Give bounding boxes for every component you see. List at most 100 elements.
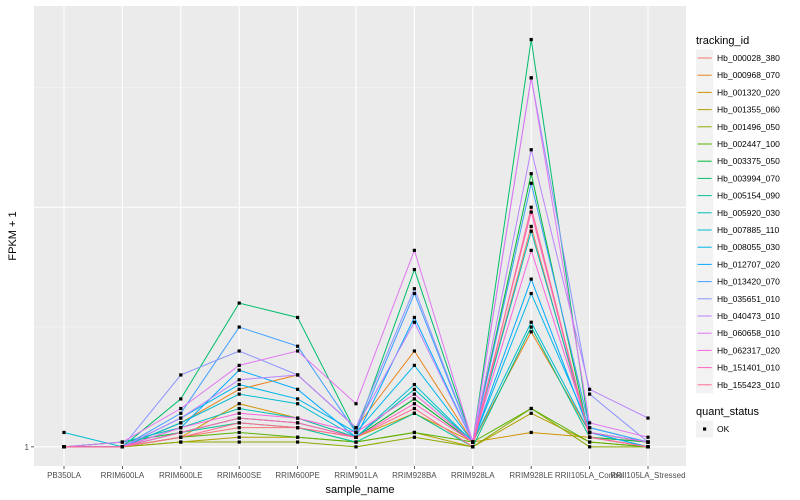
data-point (588, 426, 592, 430)
data-point (412, 402, 416, 406)
legend-entry: Hb_155423_010 (696, 376, 780, 394)
data-point (354, 402, 358, 406)
x-tick-label: RRIM600PE (275, 471, 319, 480)
data-point (179, 426, 183, 430)
shape-legend-title: quant_status (696, 406, 759, 418)
legend-label: Hb_008055_030 (717, 242, 780, 252)
data-point (296, 421, 300, 425)
data-point (471, 440, 475, 444)
data-point (412, 382, 416, 387)
legend-title: tracking_id (696, 35, 749, 47)
data-point (529, 224, 533, 229)
data-point (529, 320, 533, 324)
legend-label: Hb_062317_020 (717, 345, 780, 355)
data-point (179, 430, 183, 435)
data-point (412, 392, 416, 396)
data-point (412, 248, 416, 252)
data-point (296, 402, 300, 406)
shape-legend-entry: OK (696, 420, 730, 438)
legend-entry: Hb_003994_070 (696, 169, 780, 187)
x-tick-label: RRII105LA_Control (555, 471, 625, 480)
legend-label: Hb_013420_070 (717, 277, 780, 287)
data-point (237, 349, 241, 353)
data-point (646, 445, 650, 449)
data-point (529, 430, 533, 435)
data-point (529, 406, 533, 411)
legend-label: Hb_007885_110 (717, 225, 780, 235)
shape-legend-label: OK (717, 424, 730, 434)
data-point (237, 301, 241, 305)
legend-label: Hb_001496_050 (717, 122, 780, 132)
data-point (179, 397, 183, 401)
legend-entry: Hb_002447_100 (696, 135, 780, 153)
data-point (412, 435, 416, 439)
data-point (354, 435, 358, 439)
data-point (529, 172, 533, 176)
data-point (588, 435, 592, 439)
data-point (471, 445, 475, 449)
data-point (412, 363, 416, 367)
x-tick-label: RRIM600LA (101, 471, 145, 480)
legend-label: Hb_003994_070 (717, 173, 780, 183)
legend-entry: Hb_003375_050 (696, 152, 780, 170)
legend-entry: Hb_060658_010 (696, 324, 780, 342)
data-point (412, 406, 416, 411)
legend-label: Hb_002447_100 (717, 139, 780, 149)
legend-label: Hb_035651_010 (717, 294, 780, 304)
data-point (529, 205, 533, 209)
data-point (179, 411, 183, 415)
data-point (412, 349, 416, 353)
data-point (120, 445, 124, 449)
x-tick-label: PB350LA (47, 471, 81, 480)
data-point (237, 416, 241, 420)
data-point (179, 440, 183, 444)
legend-entry: Hb_005920_030 (696, 204, 780, 222)
data-point (296, 416, 300, 420)
data-point (354, 430, 358, 435)
data-point (179, 406, 183, 411)
data-point (296, 435, 300, 439)
legend-label: Hb_060658_010 (717, 328, 780, 338)
data-point (588, 440, 592, 444)
data-point (529, 76, 533, 80)
data-point (296, 387, 300, 391)
plot-panel (34, 6, 686, 466)
data-point (529, 325, 533, 329)
data-point (179, 435, 183, 439)
data-point (412, 287, 416, 291)
data-point (237, 368, 241, 372)
data-point (588, 387, 592, 391)
data-point (237, 382, 241, 387)
data-point (412, 315, 416, 320)
data-point (62, 430, 66, 435)
legend-label: Hb_005154_090 (717, 191, 780, 201)
x-tick-label: RRIM928LE (509, 471, 553, 480)
data-point (179, 373, 183, 377)
legend-entry: Hb_012707_020 (696, 255, 780, 273)
data-point (237, 435, 241, 439)
data-point (237, 392, 241, 396)
legend-entry: Hb_013420_070 (696, 273, 780, 291)
data-point (529, 148, 533, 152)
data-point (529, 248, 533, 252)
data-point (412, 397, 416, 401)
data-point (296, 344, 300, 348)
data-point (529, 229, 533, 233)
legend-entry: Hb_001320_020 (696, 83, 780, 101)
legend-label: Hb_000028_380 (717, 53, 780, 63)
data-point (296, 397, 300, 401)
data-point (237, 325, 241, 329)
data-point (588, 430, 592, 435)
data-point (296, 349, 300, 353)
data-point (588, 421, 592, 425)
data-point (529, 291, 533, 296)
axes: 1 PB350LA RRIM600LA RRIM600LE RRIM600SE RRIM6… (7, 211, 686, 496)
data-point (237, 440, 241, 444)
data-point (237, 402, 241, 406)
data-point (412, 267, 416, 272)
legend-entry: Hb_005154_090 (696, 187, 780, 205)
x-tick-label: RRII105LA_Stressed (610, 471, 685, 480)
data-point (529, 181, 533, 185)
data-point (237, 411, 241, 415)
